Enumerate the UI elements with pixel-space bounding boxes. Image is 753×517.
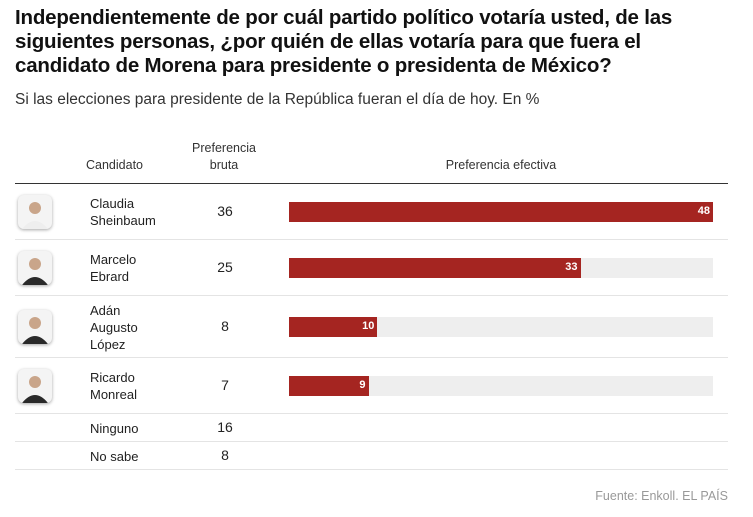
bar-track: 48: [289, 202, 713, 222]
candidate-name: No sabe: [90, 448, 139, 464]
candidate-photo: [18, 369, 52, 403]
table-row: Claudia Sheinbaum 36 48: [15, 184, 728, 240]
bar-track: 10: [289, 317, 713, 337]
bar-efectiva: 48: [289, 202, 713, 222]
header-bruta: Preferencia bruta: [192, 141, 256, 172]
candidate-photo: [18, 195, 52, 229]
bar-label: 33: [565, 261, 578, 273]
bar-label: 10: [362, 320, 375, 332]
bar-efectiva: 33: [289, 258, 581, 278]
candidate-photo: [18, 251, 52, 285]
candidate-name: Adán Augusto López: [90, 302, 138, 352]
bruta-value: 36: [217, 203, 233, 219]
chart-subtitle: Si las elecciones para presidente de la …: [15, 91, 540, 108]
bar-label: 48: [697, 205, 710, 217]
bruta-value: 8: [221, 447, 229, 463]
source-note: Fuente: Enkoll. EL PAÍS: [595, 489, 728, 503]
chart-title: Independientemente de por cuál partido p…: [15, 6, 673, 77]
candidate-name: Claudia Sheinbaum: [90, 196, 156, 228]
bar-track: 9: [289, 376, 713, 396]
candidate-name: Marcelo Ebrard: [90, 252, 137, 284]
bruta-value: 16: [217, 419, 233, 435]
table-row: Ricardo Monreal 7 9: [15, 358, 728, 414]
bar-efectiva: 10: [289, 317, 378, 337]
table-row: No sabe 8: [15, 442, 728, 470]
bar-efectiva: 9: [289, 376, 369, 396]
table-row: Adán Augusto López 8 10: [15, 296, 728, 358]
header-candidato: Candidato: [86, 158, 143, 172]
candidate-photo: [18, 310, 52, 344]
bruta-value: 8: [221, 318, 229, 334]
bar-label: 9: [359, 379, 366, 391]
candidate-name: Ninguno: [90, 420, 139, 436]
header-divider: [15, 183, 728, 184]
table-row: Ninguno 16: [15, 414, 728, 442]
bruta-value: 7: [221, 377, 229, 393]
bar-track: 33: [289, 258, 713, 278]
bruta-value: 25: [217, 259, 233, 275]
header-efectiva: Preferencia efectiva: [445, 158, 557, 172]
table-row: Marcelo Ebrard 25 33: [15, 240, 728, 296]
candidate-name: Ricardo Monreal: [90, 370, 137, 402]
